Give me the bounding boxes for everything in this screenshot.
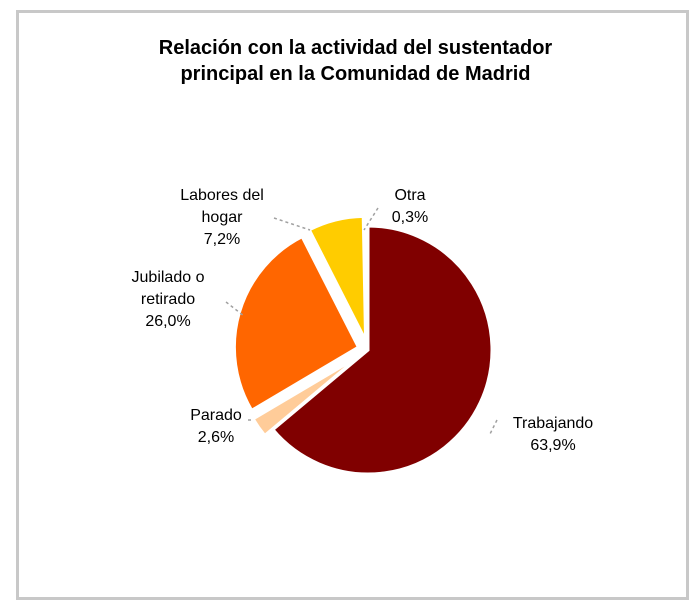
slice-label-3: Labores del hogar 7,2% [180,187,264,248]
pie-slice-4 [364,214,370,341]
chart-title-line-1: Relación con la actividad del sustentado… [158,37,553,59]
slice-label-text: Parado [190,407,242,424]
slice-label-2: Jubilado o retirado 26,0% [132,269,205,330]
pie-slice-0 [270,224,494,476]
leader-line-3 [273,217,311,231]
slice-label-text: hogar [202,209,244,226]
slice-label-text: Jubilado o [132,269,205,286]
slice-label-text: Trabajando [513,415,593,432]
pie-slice-2 [232,234,361,413]
pie-slice-1 [251,354,361,438]
chart-title-line-2: principal en la Comunidad de Madrid [180,63,531,85]
slice-value-text: 26,0% [145,313,190,330]
slice-label-1: Parado 2,6% [190,407,242,446]
leader-line-2 [225,301,245,317]
slice-label-4: Otra 0,3% [392,187,428,226]
slice-value-text: 63,9% [530,437,575,454]
slice-label-0: Trabajando 63,9% [513,415,593,454]
chart-title: Relación con la actividad del sustentado… [19,35,692,87]
slice-label-text: Otra [394,187,425,204]
slice-value-text: 2,6% [198,429,234,446]
leader-line-0 [489,419,498,435]
leader-line-4 [363,207,379,231]
slice-value-text: 0,3% [392,209,428,226]
slice-label-text: retirado [141,291,195,308]
slice-value-text: 7,2% [204,231,240,248]
pie-chart: Trabajando 63,9% Parado 2,6% Jubilado o retir… [132,187,593,476]
slice-label-text: Labores del [180,187,264,204]
